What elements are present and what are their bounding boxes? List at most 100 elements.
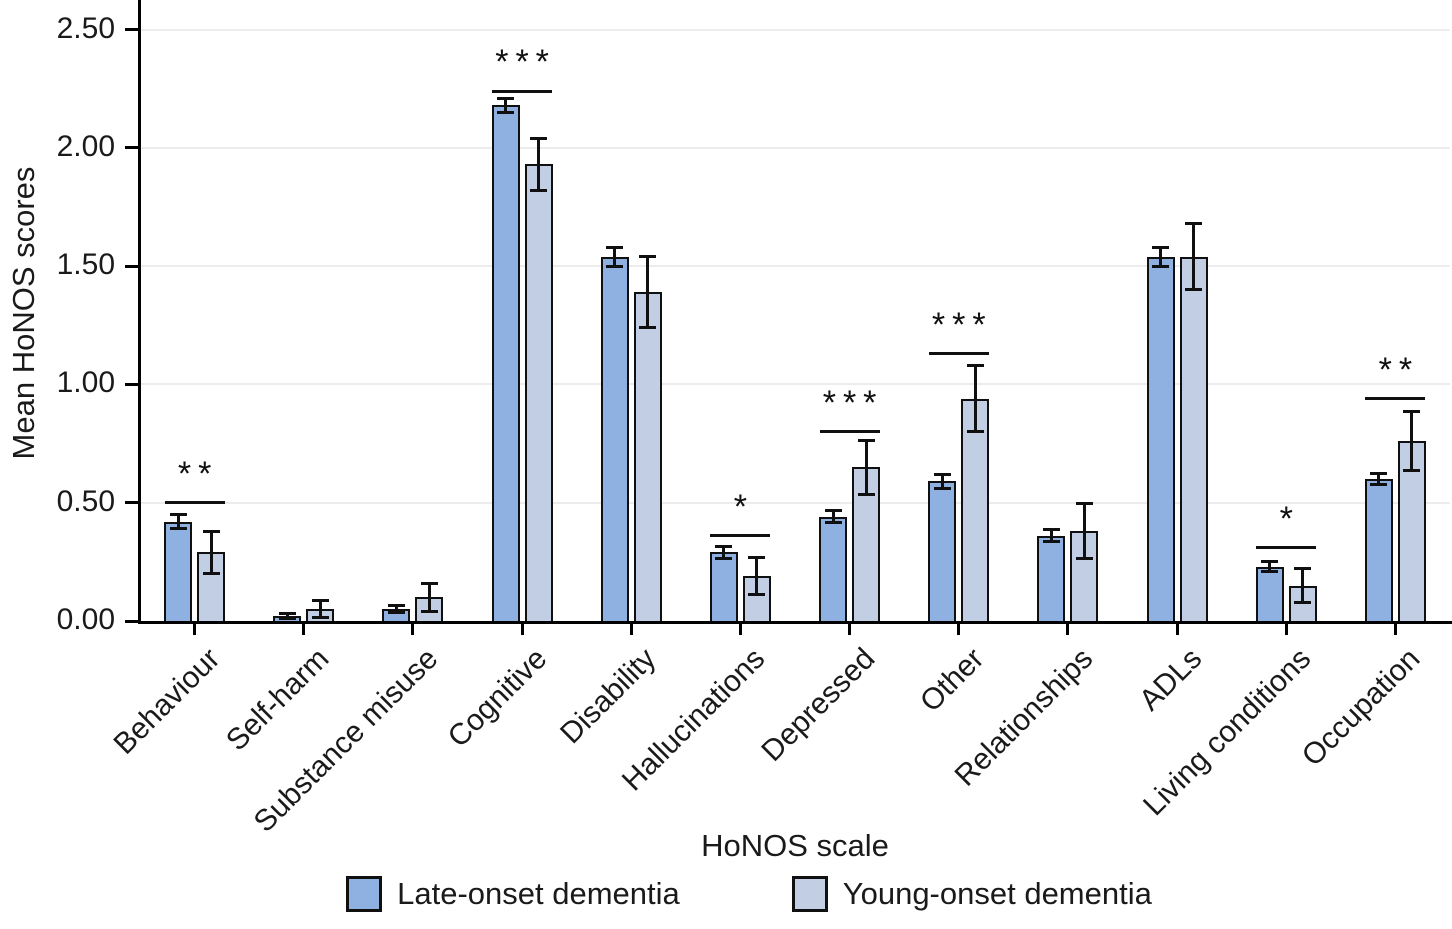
error-bar-line xyxy=(864,440,868,495)
bar-late-onset-dementia xyxy=(600,256,629,623)
significance-line xyxy=(492,89,553,93)
bar-late-onset-dementia xyxy=(928,481,957,623)
x-axis-line xyxy=(138,621,1452,624)
bar-young-onset-dementia xyxy=(961,398,990,623)
gridline xyxy=(140,28,1450,31)
y-axis-tick xyxy=(125,28,138,32)
error-bar-cap-top xyxy=(1261,560,1279,564)
error-bar-line xyxy=(1410,411,1414,471)
x-axis-tick xyxy=(1393,624,1397,635)
error-bar-cap-bottom xyxy=(1294,600,1312,604)
y-tick-label: 1.50 xyxy=(56,248,115,282)
legend-label-young-onset-dementia: Young-onset dementia xyxy=(842,876,1152,911)
error-bar-line xyxy=(318,600,322,618)
y-tick-label: 0.50 xyxy=(56,484,115,518)
error-bar-cap-bottom xyxy=(387,611,405,615)
error-bar-line xyxy=(973,365,977,432)
bar-young-onset-dementia xyxy=(633,292,662,623)
y-axis-tick xyxy=(125,146,138,150)
error-bar-cap-bottom xyxy=(824,521,842,525)
significance-line xyxy=(164,501,225,505)
error-bar-cap-top xyxy=(530,136,548,140)
error-bar-cap-bottom xyxy=(933,487,951,491)
error-bar-cap-top xyxy=(1152,245,1170,249)
error-bar-line xyxy=(504,98,508,113)
error-bar-cap-top xyxy=(933,472,951,476)
x-axis-tick xyxy=(1175,624,1179,635)
bar-young-onset-dementia xyxy=(524,164,553,623)
y-tick-label: 0.00 xyxy=(56,603,115,636)
y-axis-line xyxy=(138,0,141,624)
error-bar-cap-top xyxy=(966,364,984,367)
gridline xyxy=(140,383,1450,386)
error-bar-cap-top xyxy=(420,581,438,585)
significance-line xyxy=(928,352,989,356)
error-bar-line xyxy=(427,583,431,612)
error-bar-line xyxy=(1192,223,1196,290)
significance-line xyxy=(1365,397,1426,401)
significance-line xyxy=(1256,546,1317,550)
y-axis-tick xyxy=(125,382,138,386)
error-bar-line xyxy=(755,557,759,595)
bar-late-onset-dementia xyxy=(1146,256,1175,623)
bar-late-onset-dementia xyxy=(1037,535,1066,623)
error-bar-line xyxy=(209,531,213,574)
error-bar-line xyxy=(537,138,541,191)
bar-late-onset-dementia xyxy=(1255,566,1284,623)
error-bar-cap-top xyxy=(748,555,766,559)
error-bar-line xyxy=(1049,529,1053,542)
error-bar-cap-top xyxy=(202,529,220,533)
error-bar-cap-bottom xyxy=(169,527,187,531)
x-axis-tick xyxy=(520,624,524,635)
legend-swatch-late-onset-dementia xyxy=(346,876,383,912)
error-bar-cap-bottom xyxy=(748,593,766,597)
significance-stars: * xyxy=(1279,499,1300,538)
x-axis-tick xyxy=(629,624,633,635)
significance-line xyxy=(710,534,771,538)
error-bar-line xyxy=(1082,503,1086,559)
error-bar-cap-bottom xyxy=(497,110,515,114)
x-axis-tick xyxy=(738,624,742,635)
error-bar-cap-top xyxy=(1403,410,1421,414)
error-bar-cap-bottom xyxy=(1185,288,1203,292)
bar-late-onset-dementia xyxy=(1364,479,1393,623)
significance-stars: ** xyxy=(177,454,219,493)
error-bar-cap-top xyxy=(639,255,657,259)
x-axis-tick xyxy=(1284,624,1288,635)
y-axis-tick xyxy=(125,264,138,268)
legend: Late-onset dementia Young-onset dementia xyxy=(46,876,1452,912)
error-bar-cap-top xyxy=(387,604,405,608)
error-bar-line xyxy=(285,613,289,619)
significance-line xyxy=(819,430,880,434)
error-bar-cap-top xyxy=(1294,567,1312,571)
error-bar-cap-top xyxy=(169,513,187,517)
x-axis-tick xyxy=(411,624,415,635)
error-bar-line xyxy=(831,510,835,523)
legend-item-young-onset: Young-onset dementia xyxy=(791,876,1152,912)
error-bar-cap-bottom xyxy=(639,326,657,330)
error-bar-line xyxy=(722,546,726,559)
error-bar-cap-top xyxy=(278,612,296,616)
legend-label-late-onset-dementia: Late-onset dementia xyxy=(397,876,680,911)
error-bar-line xyxy=(1268,561,1272,572)
error-bar-line xyxy=(1159,247,1163,267)
y-axis-tick xyxy=(125,619,138,623)
error-bar-cap-bottom xyxy=(857,492,875,496)
error-bar-line xyxy=(176,514,180,529)
error-bar-cap-top xyxy=(606,245,624,249)
gridline xyxy=(140,146,1450,149)
y-tick-label: 1.00 xyxy=(56,366,115,400)
bar-late-onset-dementia xyxy=(709,552,738,623)
gridline xyxy=(140,265,1450,268)
legend-item-late-onset: Late-onset dementia xyxy=(346,876,680,912)
y-axis-tick xyxy=(125,501,138,505)
error-bar-cap-bottom xyxy=(202,572,220,576)
error-bar-cap-bottom xyxy=(311,615,329,619)
error-bar-cap-bottom xyxy=(1075,556,1093,560)
bar-late-onset-dementia xyxy=(164,521,193,623)
error-bar-cap-top xyxy=(497,96,515,100)
x-axis-tick xyxy=(193,624,197,635)
x-axis-tick xyxy=(957,624,961,635)
error-bar-line xyxy=(1377,473,1381,485)
